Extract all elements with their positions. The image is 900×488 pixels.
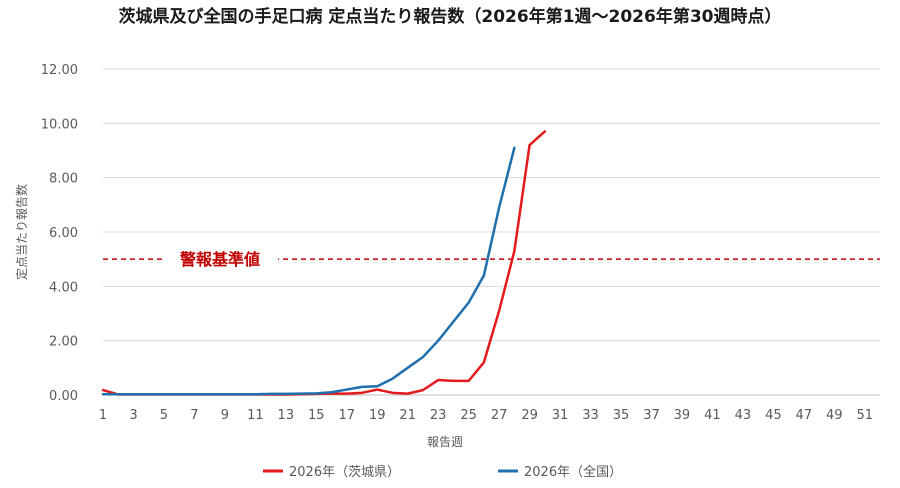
x-tick-label: 35 [613, 408, 630, 423]
chart-title: 茨城県及び全国の手足口病 定点当たり報告数（2026年第1週～2026年第30週… [118, 6, 781, 27]
x-tick-label: 5 [160, 408, 168, 423]
alert-threshold: 警報基準値 [103, 248, 880, 271]
legend-label: 2026年（茨城県） [289, 465, 400, 480]
y-tick-label: 12.00 [41, 63, 78, 78]
x-tick-label: 3 [129, 408, 137, 423]
y-axis-ticks: 0.00 2.00 4.00 6.00 8.00 10.00 12.00 [41, 63, 78, 404]
x-tick-label: 1 [99, 408, 107, 423]
series-line-1 [101, 146, 516, 396]
y-tick-label: 2.00 [49, 335, 78, 350]
x-tick-label: 19 [369, 408, 386, 423]
x-tick-label: 17 [338, 408, 355, 423]
x-axis-ticks: 1 3 5 7 9 11 13 15 17 19 21 23 25 27 29 31 33 35 37 39 41 43 4… [99, 408, 873, 423]
alert-threshold-label-bg [162, 248, 278, 271]
x-tick-label: 29 [521, 408, 538, 423]
y-tick-label: 10.00 [41, 117, 78, 132]
x-tick-label: 43 [735, 408, 752, 423]
x-tick-label: 51 [856, 408, 873, 423]
x-tick-label: 37 [643, 408, 660, 423]
x-tick-label: 21 [399, 408, 416, 423]
y-tick-label: 0.00 [49, 389, 78, 404]
legend-label: 2026年（全国） [524, 464, 622, 480]
x-tick-label: 11 [247, 408, 264, 423]
y-tick-label: 4.00 [49, 280, 78, 295]
y-axis-label: 定点当たり報告数 [14, 184, 29, 280]
x-tick-label: 39 [674, 408, 691, 423]
legend: 2026年（茨城県） 2026年（全国） [263, 464, 622, 480]
x-tick-label: 49 [826, 408, 843, 423]
x-tick-label: 27 [491, 408, 508, 423]
x-tick-label: 7 [190, 408, 198, 423]
alert-threshold-label: 警報基準値 [179, 250, 260, 269]
x-tick-label: 9 [221, 408, 229, 423]
x-tick-label: 23 [430, 408, 447, 423]
x-tick-label: 41 [704, 408, 721, 423]
x-tick-label: 25 [460, 408, 477, 423]
x-tick-label: 15 [308, 408, 325, 423]
series-lines [101, 130, 547, 396]
x-tick-label: 31 [552, 408, 569, 423]
y-tick-label: 6.00 [49, 226, 78, 241]
x-axis-label: 報告週 [427, 435, 463, 449]
x-tick-label: 13 [278, 408, 295, 423]
x-tick-label: 45 [765, 408, 782, 423]
grid-lines [103, 68, 880, 396]
y-tick-label: 8.00 [49, 172, 78, 187]
x-tick-label: 47 [796, 408, 813, 423]
x-tick-label: 33 [582, 408, 599, 423]
